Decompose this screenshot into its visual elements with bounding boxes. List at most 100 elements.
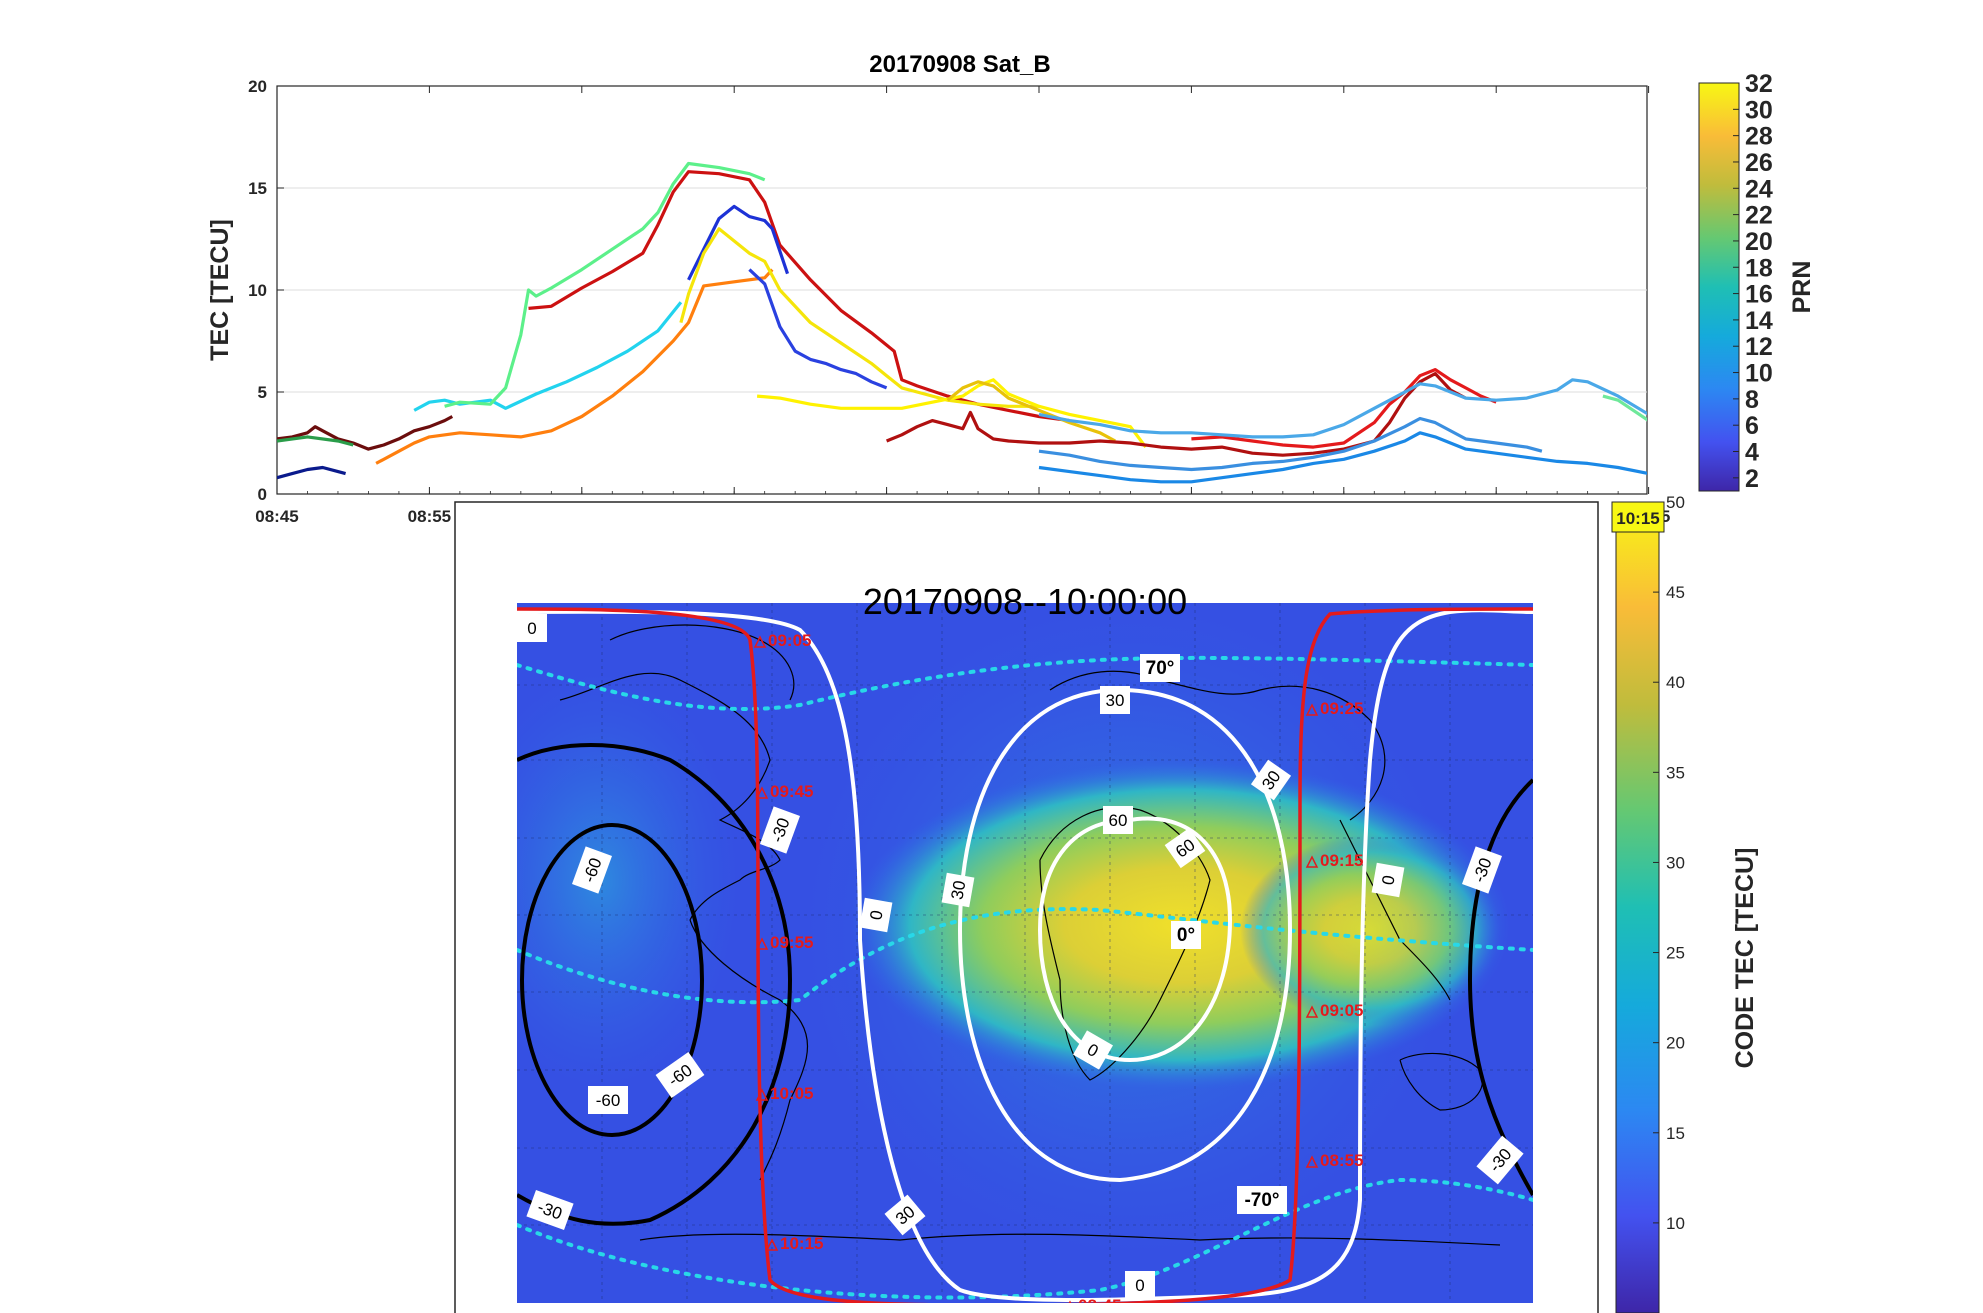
latitude-label-box bbox=[1140, 654, 1180, 682]
time-badge-box bbox=[1611, 501, 1665, 533]
track-time-label: 10:15 bbox=[780, 1234, 823, 1253]
y-tick-label: 0 bbox=[258, 485, 267, 504]
x-tick-label: 08:45 bbox=[255, 507, 298, 526]
prn-tick-label: 4 bbox=[1745, 439, 1759, 467]
black-contour-label: -30 bbox=[526, 1190, 574, 1230]
track-marker bbox=[753, 635, 767, 648]
tec-cb-tick-label: 15 bbox=[1666, 1124, 1685, 1143]
track-marker bbox=[755, 937, 769, 950]
tec-map-panel: 09:05 09:25 09:15 09:05 08:55 08:45 09:45 09:55… bbox=[454, 493, 1759, 1313]
track-time-label: 08:45 bbox=[1078, 1296, 1121, 1313]
white-contour-label-box bbox=[1250, 759, 1292, 801]
tec-series-line-2 bbox=[277, 435, 354, 447]
tec-cb-tick-label: 35 bbox=[1666, 763, 1685, 782]
tec-cb-tick-label: 30 bbox=[1666, 853, 1685, 872]
white-contour-label: 0 bbox=[1371, 862, 1405, 898]
track-time-label: 09:05 bbox=[768, 631, 811, 650]
contour-labels: 03060603030003000-30-60-60-60-30-30-3070… bbox=[517, 614, 1524, 1299]
prn-tick-label: 12 bbox=[1745, 333, 1773, 361]
white-contour-label: 30 bbox=[941, 872, 975, 908]
time-badge: 10:15 bbox=[1616, 509, 1659, 528]
y-tick-label: 10 bbox=[248, 281, 267, 300]
track-marker bbox=[755, 786, 769, 799]
black-contour-label-box bbox=[1476, 1135, 1524, 1185]
white-contour-label-text: 30 bbox=[947, 879, 969, 901]
tec-series-line-1 bbox=[277, 415, 454, 451]
tec-series-line-4 bbox=[375, 268, 774, 465]
white-contour-label: 30 bbox=[884, 1194, 926, 1236]
track-marker bbox=[1305, 855, 1319, 868]
prn-tick-label: 18 bbox=[1745, 254, 1773, 282]
track-marker bbox=[1305, 1155, 1319, 1168]
black-contour-label-box bbox=[572, 846, 612, 894]
white-contour-label-box bbox=[884, 1194, 926, 1236]
white-contour-label-box bbox=[1073, 1030, 1113, 1070]
prn-colorbar-label: PRN bbox=[1788, 261, 1816, 314]
track-marker bbox=[1305, 703, 1319, 716]
latitude-label: 0° bbox=[1171, 921, 1201, 949]
tec-cb-tick-label: 10 bbox=[1666, 1214, 1685, 1233]
tec-cb-tick-label: 45 bbox=[1666, 583, 1685, 602]
map-coastlines bbox=[559, 624, 1501, 1246]
tec-chart: 08:4508:5509:0509:1509:2509:3509:4509:55… bbox=[206, 51, 1670, 526]
black-contour-label-box bbox=[526, 1190, 574, 1230]
white-contour-label-text: 0 bbox=[527, 619, 536, 638]
white-contour-label: 60 bbox=[1103, 806, 1133, 834]
prn-tick-label: 14 bbox=[1745, 307, 1773, 335]
white-contour-label-text: 60 bbox=[1109, 811, 1128, 830]
tec-cb-tick-label: 25 bbox=[1666, 944, 1685, 963]
prn-tick-label: 8 bbox=[1745, 386, 1759, 414]
black-contour-label-box bbox=[760, 806, 800, 854]
white-contour-label-text: 30 bbox=[1106, 691, 1125, 710]
tec-series bbox=[277, 161, 1647, 484]
white-contour-label: 0 bbox=[517, 614, 547, 642]
white-contour-label-text: 0 bbox=[1135, 1276, 1144, 1295]
track-time-label: 09:15 bbox=[1320, 851, 1363, 870]
prn-colorbar-bar bbox=[1698, 82, 1740, 492]
latitude-label-text: 70° bbox=[1146, 658, 1175, 679]
satellite-track bbox=[517, 607, 1533, 1303]
map-title: 20170908--10:00:00 bbox=[863, 581, 1187, 622]
tec-series-line-9 bbox=[679, 227, 1039, 408]
white-contour-label-box bbox=[517, 614, 547, 642]
white-contour-label: 0 bbox=[1073, 1030, 1113, 1070]
black-contour-label: -30 bbox=[1462, 846, 1502, 894]
white-contour-label-box bbox=[859, 897, 893, 933]
white-contour-label-box bbox=[941, 872, 975, 908]
prn-tick-label: 24 bbox=[1745, 175, 1773, 203]
prn-tick-label: 6 bbox=[1745, 412, 1759, 440]
tec-colorbar-ticks: 10 15 20 25 30 35 40 45 50 bbox=[1653, 493, 1685, 1233]
prn-tick-label: 2 bbox=[1745, 465, 1759, 493]
black-contour-label: -60 bbox=[572, 846, 612, 894]
tec-colorbar-bar bbox=[1615, 501, 1660, 1313]
prn-tick-label: 10 bbox=[1745, 360, 1773, 388]
white-contours bbox=[517, 608, 1533, 1302]
prn-tick-label: 30 bbox=[1745, 96, 1773, 124]
white-contour-label-box bbox=[1125, 1271, 1155, 1299]
prn-tick-label: 22 bbox=[1745, 202, 1773, 230]
prn-tick-label: 28 bbox=[1745, 123, 1773, 151]
latitude-label: 70° bbox=[1140, 654, 1180, 682]
white-contour-label: 0 bbox=[1125, 1271, 1155, 1299]
tec-cb-tick-label: 50 bbox=[1666, 493, 1685, 512]
tec-series-line-16 bbox=[1038, 416, 1543, 472]
track-time-label: 10:05 bbox=[770, 1084, 813, 1103]
tec-series-line-3 bbox=[277, 465, 347, 480]
tec-title: 20170908 Sat_B bbox=[869, 51, 1050, 78]
prn-tick-label: 20 bbox=[1745, 228, 1773, 256]
tec-series-line-13 bbox=[885, 372, 1467, 457]
track-marker bbox=[755, 1088, 769, 1101]
y-tick-label: 5 bbox=[258, 383, 267, 402]
black-contour-label-box bbox=[1462, 846, 1502, 894]
prn-tick-label: 26 bbox=[1745, 149, 1773, 177]
white-contour-label-box bbox=[1164, 827, 1206, 869]
tec-y-ticks: 0 5 10 15 20 bbox=[248, 77, 284, 504]
track-time-label: 09:05 bbox=[1320, 1001, 1363, 1020]
tec-series-line-18 bbox=[1602, 394, 1647, 422]
track-time-label: 08:55 bbox=[1320, 1151, 1363, 1170]
track-marker bbox=[1305, 1005, 1319, 1018]
black-contour-label: -30 bbox=[760, 806, 800, 854]
tec-series-line-12 bbox=[946, 380, 1116, 443]
